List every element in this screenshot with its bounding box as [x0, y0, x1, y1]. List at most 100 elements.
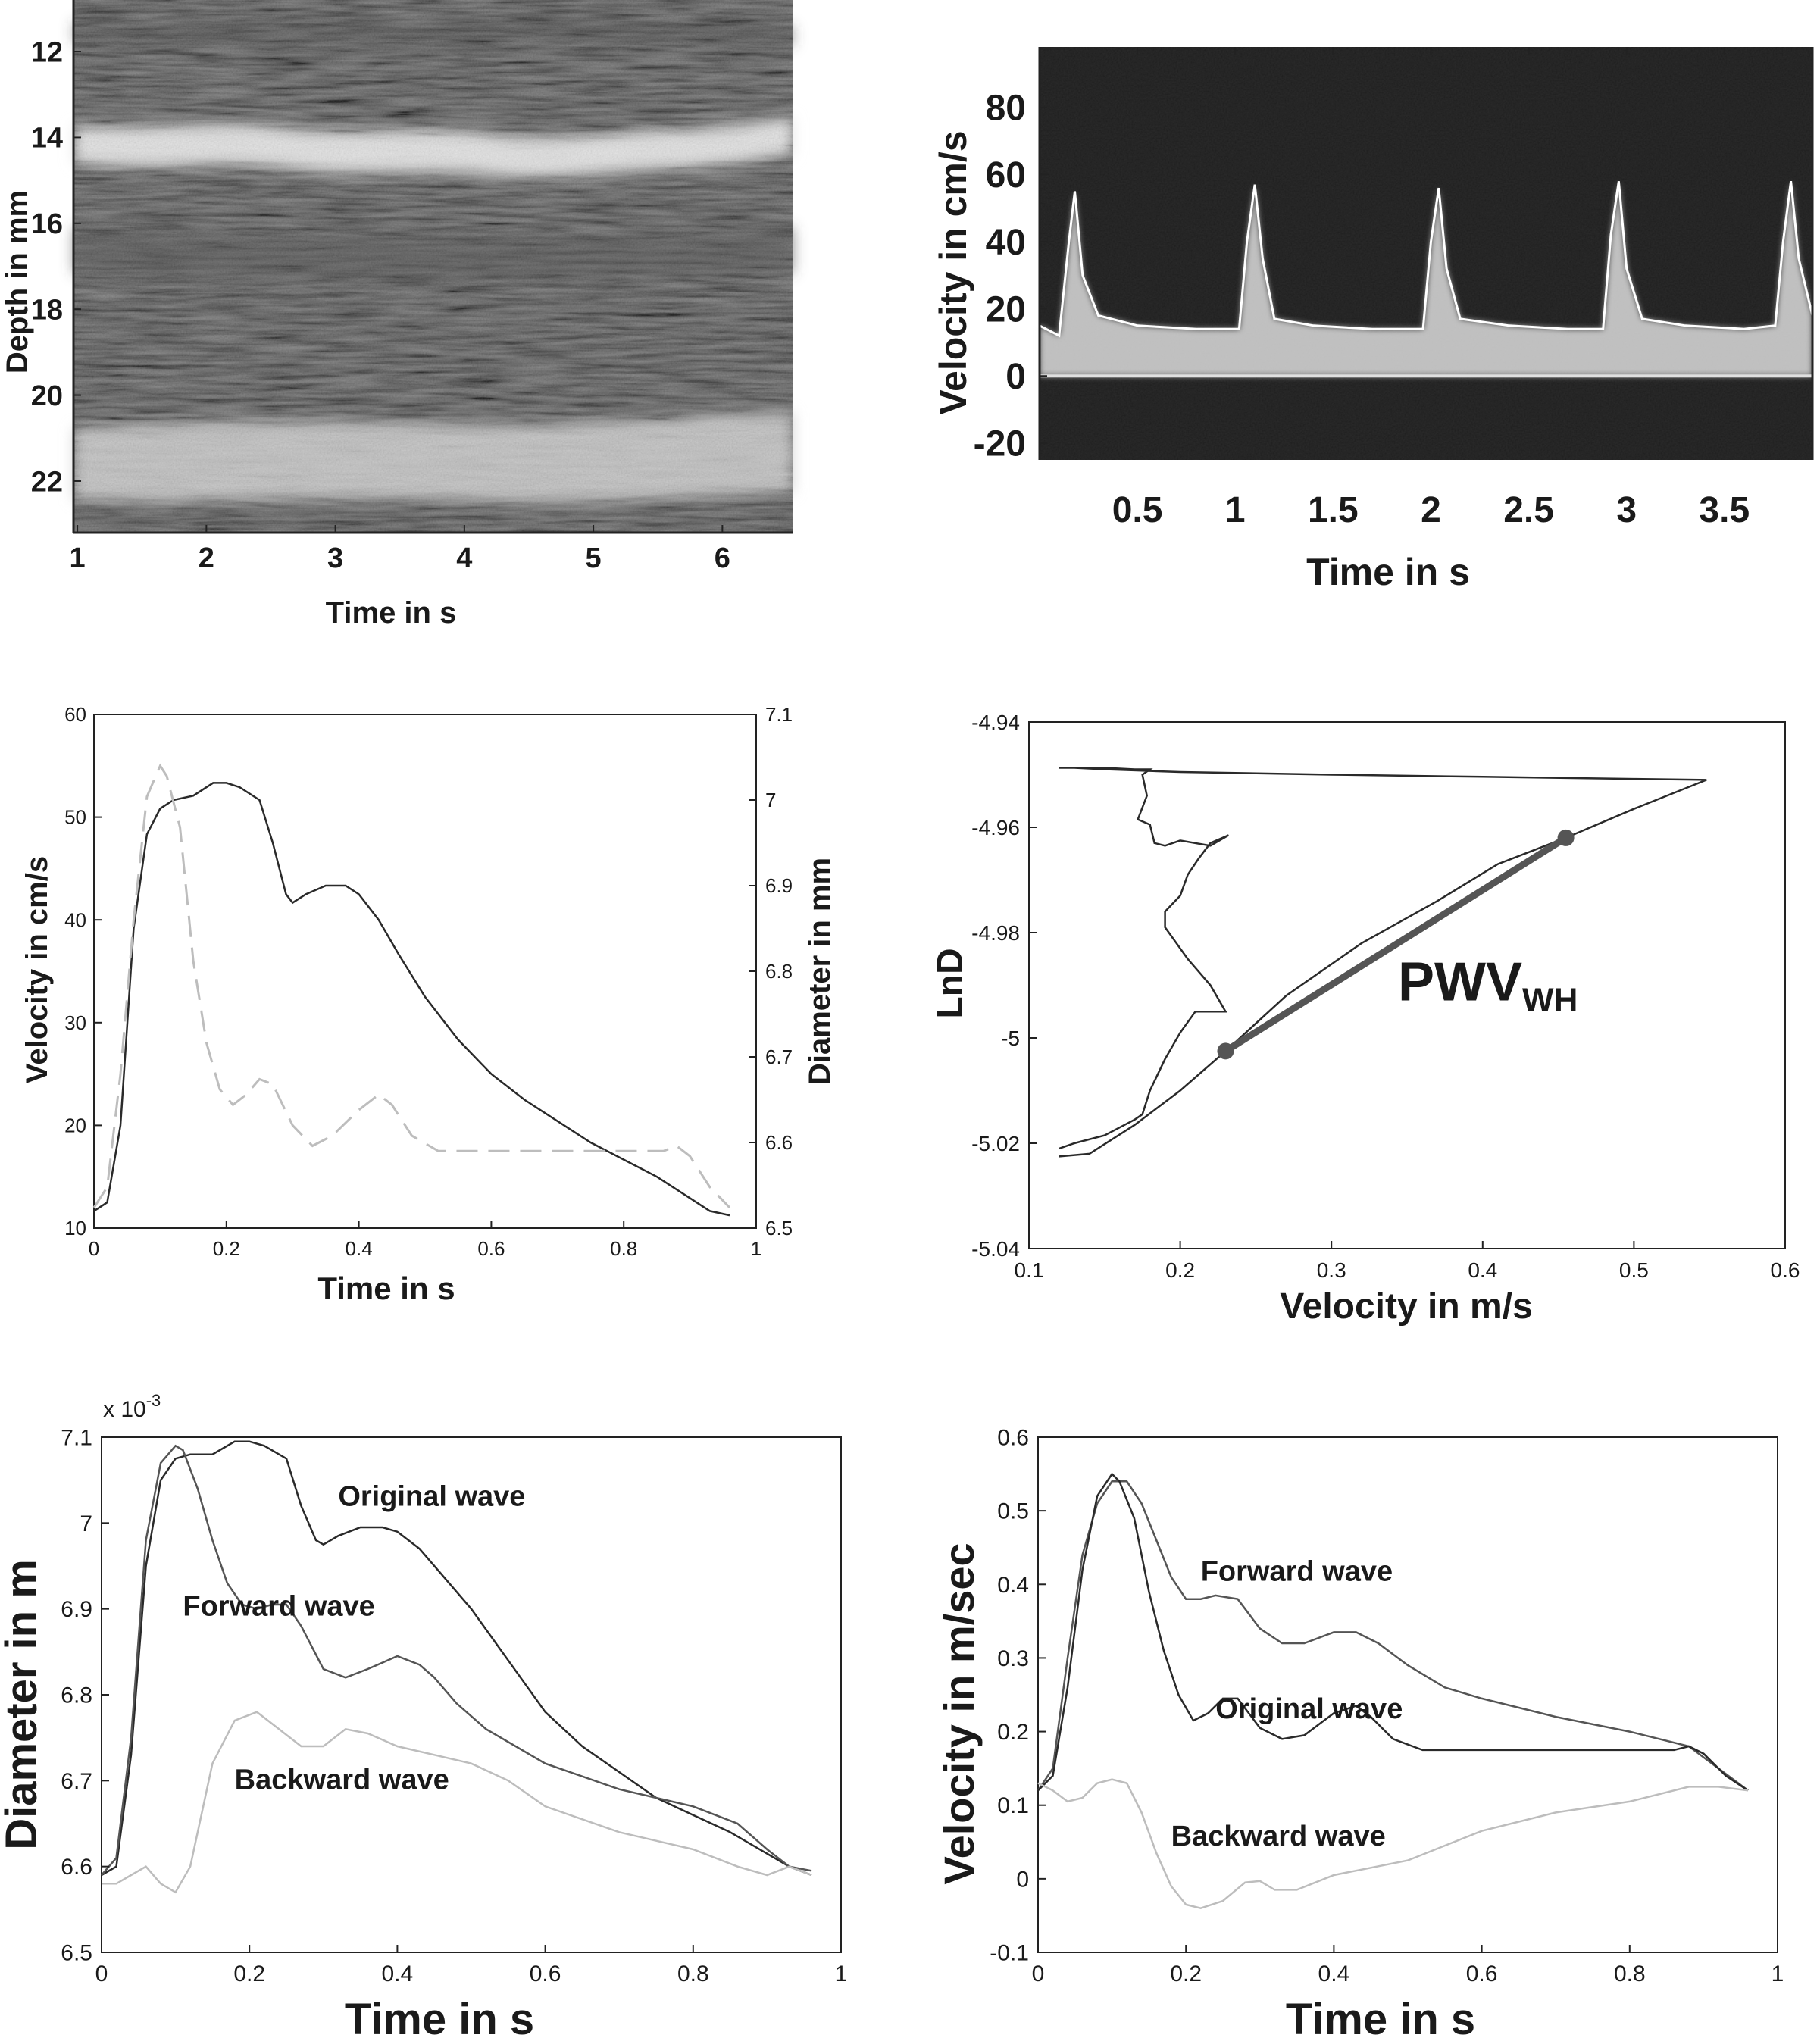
x-tick-label: 5	[586, 542, 602, 574]
y-tick-label: 0.5	[997, 1499, 1029, 1524]
y-tick-label: -20	[974, 424, 1026, 464]
y2-tick-label: 6.7	[765, 1046, 793, 1068]
panel-a-x-tick-labels: 1 2 3 4 5 6	[70, 525, 730, 574]
backward-wave-line	[102, 1711, 812, 1894]
y-tick-label: 0.3	[997, 1646, 1029, 1671]
x-tick-label: 3	[327, 542, 343, 574]
panel-f-y-tick-labels: -0.1 0 0.1 0.2 0.3 0.4 0.5 0.6	[990, 1426, 1046, 1966]
x-tick-label: 0.4	[382, 1961, 414, 1986]
x-tick-label: 0.5	[1619, 1258, 1649, 1282]
panel-e-series	[101, 1440, 812, 1894]
panel-b-y-axis-title: Velocity in cm/s	[932, 130, 974, 414]
y2-tick-label: 6.6	[765, 1131, 793, 1154]
x-tick-label: 0	[95, 1961, 108, 1986]
x-tick-label: 0.2	[233, 1961, 265, 1986]
y-tick-label: 10	[64, 1217, 86, 1239]
y2-tick-label: 7.1	[765, 703, 793, 726]
original-wave-label: Original wave	[1215, 1693, 1403, 1725]
panel-e-x-tick-labels: 0 0.2 0.4 0.6 0.8 1	[95, 1945, 848, 1986]
panel-c-right-axis-title: Diameter in mm	[803, 858, 837, 1085]
panel-b-spectrum-trace	[1039, 180, 1814, 338]
panel-f-y-axis-title: Velocity in m/sec	[935, 1542, 983, 1884]
y-tick-label: -5.02	[971, 1132, 1020, 1155]
panel-d-x-axis-title: Velocity in m/s	[1280, 1286, 1532, 1327]
panel-b-y-tick-labels: -20 0 20 40 60 80	[974, 89, 1047, 464]
y-tick-label: 0.6	[997, 1426, 1029, 1451]
x-tick-label: 0.4	[346, 1237, 373, 1260]
x-tick-label: 1	[1225, 490, 1246, 530]
panel-d-x-tick-labels: 0.1 0.2 0.3 0.4 0.5 0.6	[1015, 1241, 1800, 1282]
x-tick-label: 1	[70, 542, 86, 574]
x-tick-label: 0.6	[1466, 1961, 1498, 1986]
y-tick-label: 0	[1005, 357, 1026, 397]
x-tick-label: 1	[751, 1237, 761, 1260]
panel-a-y-axis-title: Depth in mm	[1, 190, 34, 374]
original-wave-line	[1037, 1472, 1749, 1792]
panel-e-x-axis-title: Time in s	[345, 1995, 534, 2041]
x-tick-label: 0.6	[1771, 1258, 1800, 1282]
panel-d-y-axis-title: LnD	[930, 948, 971, 1018]
y-tick-label: 30	[64, 1011, 86, 1034]
y-tick-label: 6.6	[61, 1855, 92, 1880]
panel-e-multiplier: x 10-3	[103, 1391, 161, 1422]
panel-a-plot-area	[72, 0, 793, 534]
diameter-line	[93, 782, 730, 1217]
pwv-annotation-subscript: WH	[1522, 982, 1578, 1019]
panel-d-y-tick-labels: -5.04 -5.02 -5 -4.98 -4.96 -4.94	[971, 711, 1037, 1261]
pwv-annotation: PWVWH	[1398, 952, 1578, 1019]
x-tick-label: 3	[1616, 490, 1637, 530]
x-tick-label: 0.8	[677, 1961, 709, 1986]
y-tick-label: 16	[31, 208, 63, 240]
y-tick-label: -4.96	[971, 816, 1020, 839]
y-tick-label: 6.7	[61, 1769, 92, 1794]
panel-d: 0.1 0.2 0.3 0.4 0.5 0.6 -5.04 -5.02 -5 -4.98 -4.9…	[930, 711, 1800, 1327]
panel-b: 0.5 1 1.5 2 2.5 3 3.5 -20 0 20 40 60 80 Time in s V…	[932, 47, 1814, 593]
x-tick-label: 2.5	[1503, 490, 1554, 530]
x-tick-label: 1	[835, 1961, 848, 1986]
panel-d-series	[1059, 767, 1707, 1158]
velocity-dashed-line	[92, 763, 731, 1208]
panel-b-x-tick-labels: 0.5 1 1.5 2 2.5 3 3.5	[1112, 47, 1750, 530]
y-tick-label: 7.1	[61, 1426, 92, 1451]
x-tick-label: 0.6	[477, 1237, 505, 1260]
y-tick-label: -0.1	[990, 1941, 1029, 1966]
x-tick-label: 0.2	[1165, 1258, 1195, 1282]
x-tick-label: 2	[1421, 490, 1441, 530]
y-tick-label: 40	[986, 223, 1026, 263]
forward-wave-line	[1037, 1480, 1749, 1792]
x-tick-label: 0.3	[1317, 1258, 1346, 1282]
backward-wave-label: Backward wave	[235, 1764, 449, 1796]
panel-e-multiplier-exponent: -3	[146, 1391, 161, 1410]
x-tick-label: 0	[89, 1237, 99, 1260]
panel-e-multiplier-base: x 10	[103, 1397, 146, 1422]
y-tick-label: 14	[31, 123, 63, 155]
x-tick-label: 0.6	[530, 1961, 561, 1986]
panel-a-y-tick-labels: 12 14 16 18 20 22	[31, 36, 81, 498]
x-tick-label: 1.5	[1308, 490, 1359, 530]
forward-wave-label: Forward wave	[1201, 1555, 1393, 1587]
panel-e-y-axis-title: Diameter in m	[0, 1559, 46, 1850]
y-tick-label: 6.8	[61, 1683, 92, 1708]
x-tick-label: 3.5	[1699, 490, 1750, 530]
pwv-fit-point	[1557, 829, 1575, 846]
panel-f-series-labels: Forward wave Original wave Backward wave	[1171, 1555, 1403, 1852]
y-tick-label: 20	[31, 380, 63, 412]
y-tick-label: 7	[80, 1511, 92, 1536]
panel-c-y-axis-title: Velocity in cm/s	[20, 856, 54, 1083]
y-tick-label: -5.04	[971, 1237, 1020, 1261]
y-tick-label: 80	[986, 89, 1026, 129]
lnd-velocity-loop	[1059, 767, 1707, 1158]
y-tick-label: 0.2	[997, 1720, 1029, 1745]
y2-tick-label: 6.5	[765, 1217, 793, 1239]
y-tick-label: 50	[64, 806, 86, 829]
forward-wave-label: Forward wave	[183, 1591, 374, 1623]
x-tick-label: 0	[1032, 1961, 1045, 1986]
panel-e-plot-frame	[101, 1436, 842, 1953]
panel-c-right-tick-labels: 6.5 6.6 6.7 6.8 6.9 7 7.1	[749, 703, 793, 1239]
panel-e: Original wave Forward wave Backward wave 0…	[0, 1391, 847, 2041]
panel-f-x-axis-title: Time in s	[1286, 1995, 1475, 2041]
panel-f-x-tick-labels: 0 0.2 0.4 0.6 0.8 1	[1032, 1945, 1784, 1986]
panel-b-plot-area	[1038, 47, 1814, 460]
